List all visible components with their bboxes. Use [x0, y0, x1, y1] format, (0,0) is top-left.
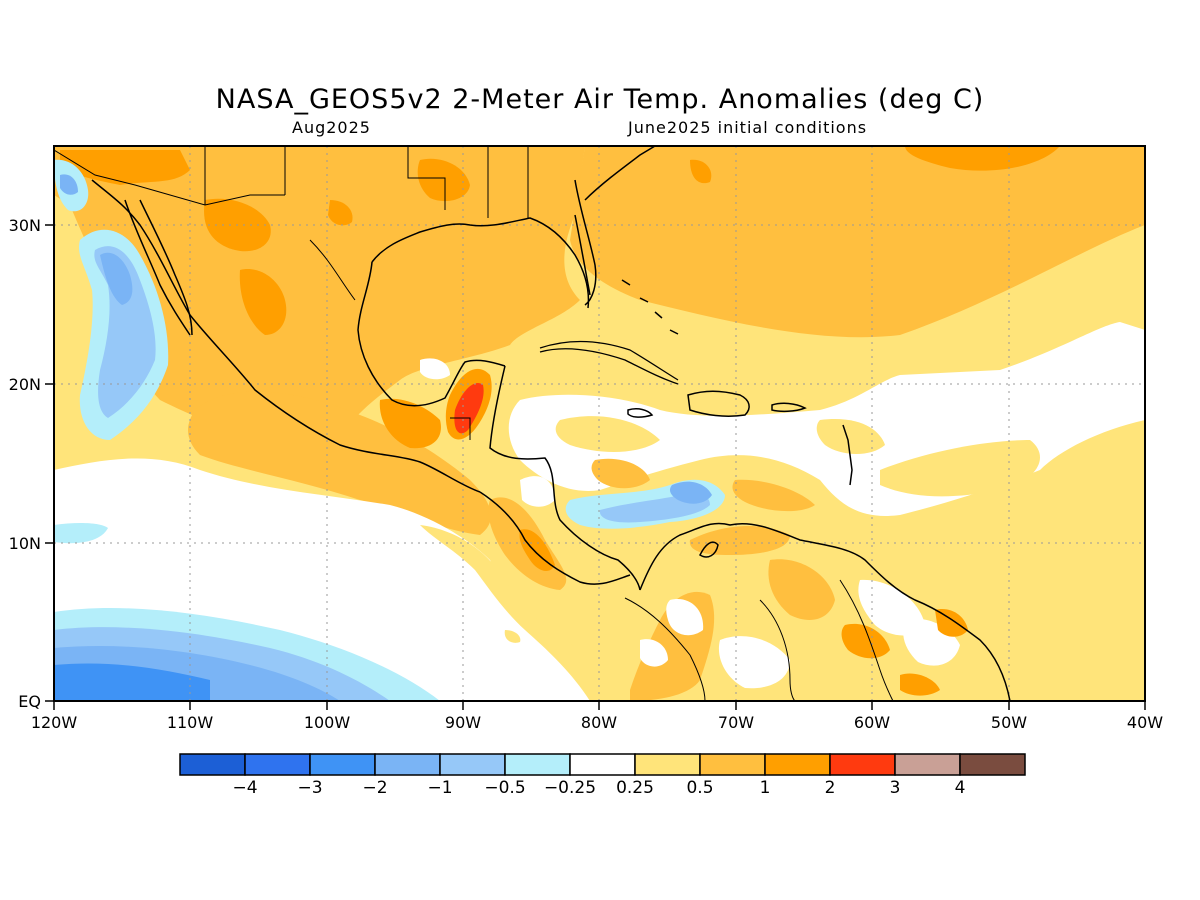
- colorbar-swatch: [764, 753, 831, 776]
- lon-label-40w: 40W: [1127, 713, 1163, 732]
- lon-label-60w: 60W: [854, 713, 890, 732]
- colorbar-label: 0.5: [686, 778, 713, 798]
- valid-month-label: Aug2025: [292, 118, 371, 137]
- colorbar-swatch: [504, 753, 571, 776]
- lon-label-90w: 90W: [445, 713, 481, 732]
- colorbar-label: 1: [760, 778, 771, 798]
- colorbar-swatch: [244, 753, 311, 776]
- lon-label-110w: 110W: [167, 713, 214, 732]
- colorbar-label: 3: [890, 778, 901, 798]
- colorbar-label: 0.25: [616, 778, 654, 798]
- lon-label-50w: 50W: [991, 713, 1027, 732]
- lon-label-100w: 100W: [304, 713, 351, 732]
- colorbar-label: 2: [825, 778, 836, 798]
- initial-conditions-label: June2025 initial conditions: [628, 118, 868, 137]
- colorbar-swatch: [959, 753, 1026, 776]
- colorbar-swatch: [309, 753, 376, 776]
- lon-label-80w: 80W: [581, 713, 617, 732]
- lat-label-20n: 20N: [9, 375, 41, 394]
- colorbar-label: −0.5: [484, 778, 525, 798]
- lat-label-10n: 10N: [9, 534, 41, 553]
- lat-axis-labels: EQ 10N 20N 30N: [9, 216, 41, 711]
- lat-label-eq: EQ: [18, 692, 41, 711]
- lon-label-120w: 120W: [31, 713, 78, 732]
- colorbar-swatch: [374, 753, 441, 776]
- anomaly-field: [54, 146, 1145, 701]
- colorbar-label: −3: [297, 778, 322, 798]
- colorbar-label: 4: [955, 778, 966, 798]
- colorbar-swatch: [569, 753, 636, 776]
- colorbar-swatch: [829, 753, 896, 776]
- colorbar-swatch: [634, 753, 701, 776]
- colorbar-label: −4: [232, 778, 257, 798]
- colorbar-label: −2: [362, 778, 387, 798]
- lon-label-70w: 70W: [718, 713, 754, 732]
- coastlines: [54, 146, 1011, 701]
- lat-lon-grid: [54, 146, 1145, 701]
- map-title: NASA_GEOS5v2 2-Meter Air Temp. Anomalies…: [215, 84, 985, 115]
- lat-label-30n: 30N: [9, 216, 41, 235]
- colorbar-swatch: [179, 753, 246, 776]
- axis-ticks: [45, 224, 1146, 710]
- colorbar-swatch: [699, 753, 766, 776]
- colorbar: −4 −3 −2 −1 −0.5 −0.25 0.25 0.5 1 2 3 4: [179, 753, 1026, 798]
- colorbar-swatch: [439, 753, 506, 776]
- colorbar-label: −1: [427, 778, 452, 798]
- colorbar-swatch: [894, 753, 961, 776]
- colorbar-label: −0.25: [544, 778, 596, 798]
- lon-axis-labels: 120W 110W 100W 90W 80W 70W 60W 50W 40W: [31, 713, 1163, 732]
